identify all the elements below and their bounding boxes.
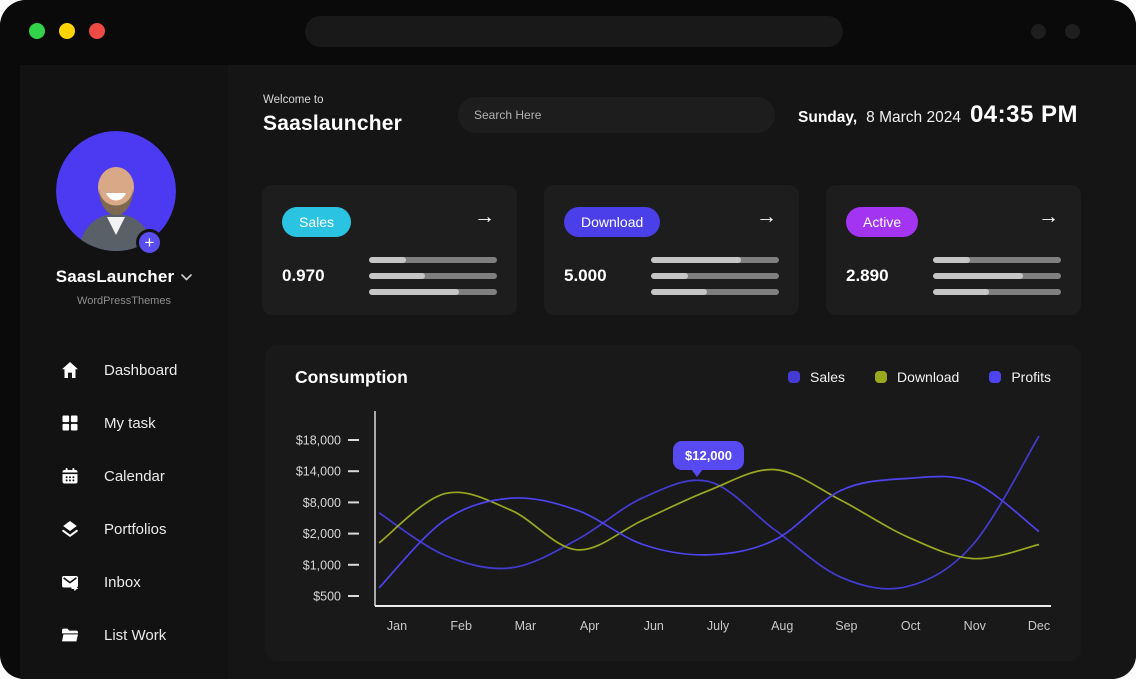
sidebar-item-calendar[interactable]: Calendar [60,464,218,488]
sidebar-item-label: Portfolios [104,520,167,538]
sidebar-item-label: My task [104,414,156,432]
line-chart: $500 $1,000 $2,000 $8,000 $14,000 $18,000 Jan F… [295,409,1051,646]
sidebar-item-dashboard[interactable]: Dashboard [60,358,218,382]
legend-label: Profits [1011,369,1051,385]
legend-item-download[interactable]: Download [875,369,959,385]
datetime: Sunday, 8 March 2024 04:35 PM [798,101,1078,129]
progress-bars [933,257,1061,295]
welcome-text: Welcome to [263,94,324,106]
folder-icon [62,628,78,642]
sidebar-menu: Dashboard My task [60,358,218,647]
green-light[interactable] [29,23,45,39]
legend-dot-icon [875,371,888,383]
topbar-button-2[interactable] [1065,24,1080,39]
time-text: 04:35 PM [969,101,1078,128]
svg-text:$14,000: $14,000 [296,465,341,479]
profile-org: WordPressThemes [77,295,171,307]
legend-label: Download [897,369,960,385]
window-controls [29,23,105,39]
legend-dot-icon [788,371,801,383]
progress-bars [651,257,779,295]
svg-text:$18,000: $18,000 [296,434,341,448]
sidebar-item-portfolios[interactable]: Portfolios [60,517,218,541]
legend-item-profits[interactable]: Profits [989,369,1051,385]
chart-legend: Sales Download Profits [788,369,1051,385]
stat-value: 5.000 [564,266,607,285]
svg-text:Dec: Dec [1028,619,1050,633]
arrow-right-icon[interactable]: → [474,205,495,228]
inbox-icon [62,576,79,591]
date-weekday: Sunday, [798,109,858,126]
arrow-right-icon[interactable]: → [756,205,777,228]
svg-text:Jun: Jun [644,619,664,633]
sidebar-item-label: Dashboard [104,361,178,379]
sidebar: + SaasLauncher WordPressThemes Dashboard [20,65,228,679]
chart-tooltip: $12,000 [673,441,744,477]
profile-name-dropdown[interactable]: SaasLauncher [20,267,228,287]
arrow-right-icon[interactable]: → [1038,205,1059,228]
sidebar-item-list-work[interactable]: List Work [60,623,218,647]
browser-topbar [0,0,1136,65]
topbar-button-1[interactable] [1031,24,1046,39]
chevron-down-icon [181,273,193,280]
stat-card-active: Active → 2.890 [826,185,1081,315]
consumption-chart-card: Consumption Sales Download Profits $500 $… [265,345,1081,661]
svg-text:Oct: Oct [901,619,921,633]
stat-value: 0.970 [282,266,325,285]
svg-text:Jan: Jan [387,619,407,633]
red-light[interactable] [89,23,105,39]
search-input[interactable] [458,97,775,133]
svg-text:$1,000: $1,000 [303,558,341,572]
sidebar-item-my-task[interactable]: My task [60,411,218,435]
svg-text:July: July [707,619,730,633]
status-badge: Sales [282,207,352,237]
svg-text:Aug: Aug [771,619,793,633]
profile-photo [56,131,176,251]
sidebar-item-label: Calendar [104,467,165,485]
yellow-light[interactable] [59,23,75,39]
stat-card-download: Download → 5.000 [544,185,799,315]
home-icon [62,362,78,378]
grid-icon [62,415,78,431]
svg-text:Feb: Feb [450,619,472,633]
sidebar-item-inbox[interactable]: Inbox [60,570,218,594]
layers-icon [62,521,78,537]
topbar-buttons [1031,24,1080,39]
svg-text:$2,000: $2,000 [303,527,341,541]
status-badge: Active [846,207,919,237]
svg-text:Sep: Sep [835,619,857,633]
date-text: 8 March 2024 [866,109,961,126]
progress-bars [369,257,497,295]
stat-card-sales: Sales → 0.970 [262,185,517,315]
svg-text:Mar: Mar [515,619,537,633]
legend-dot-icon [989,371,1002,383]
chart-title: Consumption [295,367,408,387]
add-account-button[interactable]: + [136,229,163,256]
svg-text:$500: $500 [313,590,341,604]
svg-text:Apr: Apr [580,619,599,633]
sidebar-item-label: List Work [104,626,167,644]
address-bar[interactable] [305,16,843,47]
stat-cards-row: Sales → 0.970 Download → 5.000 Active → … [262,185,1081,315]
legend-item-sales[interactable]: Sales [788,369,845,385]
avatar [56,131,176,251]
status-badge: Download [564,207,661,237]
svg-text:$8,000: $8,000 [303,496,341,510]
profile-name: SaasLauncher [55,267,175,286]
legend-label: Sales [810,369,846,385]
page-title: Saaslauncher [263,112,402,135]
svg-text:Nov: Nov [964,619,987,633]
stat-value: 2.890 [846,266,889,285]
calendar-icon [62,468,78,484]
sidebar-item-label: Inbox [104,573,141,591]
main-content: Welcome to Saaslauncher Sunday, 8 March … [228,65,1136,679]
